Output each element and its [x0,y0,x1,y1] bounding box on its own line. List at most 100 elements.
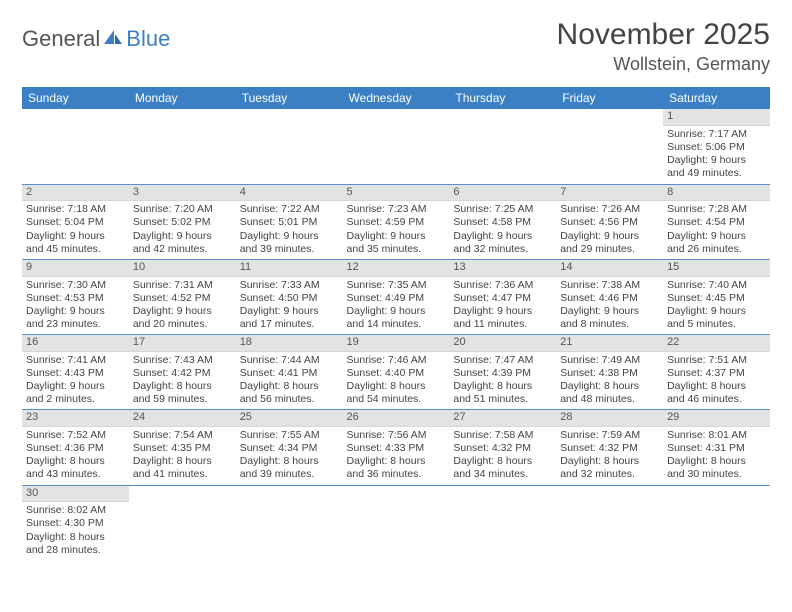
sunset-line: Sunset: 4:35 PM [133,442,232,455]
calendar-day: 13Sunrise: 7:36 AMSunset: 4:47 PMDayligh… [449,259,556,334]
daylight-line: Daylight: 9 hours and 20 minutes. [133,305,232,331]
day-body: Sunrise: 7:51 AMSunset: 4:37 PMDaylight:… [663,352,770,410]
calendar-day: 1Sunrise: 7:17 AMSunset: 5:06 PMDaylight… [663,109,770,184]
daylight-line: Daylight: 8 hours and 59 minutes. [133,380,232,406]
day-number: 3 [129,185,236,202]
calendar-day: 14Sunrise: 7:38 AMSunset: 4:46 PMDayligh… [556,259,663,334]
day-body: Sunrise: 7:25 AMSunset: 4:58 PMDaylight:… [449,201,556,259]
sunset-line: Sunset: 4:36 PM [26,442,125,455]
daylight-line: Daylight: 8 hours and 28 minutes. [26,531,125,557]
calendar-day: 16Sunrise: 7:41 AMSunset: 4:43 PMDayligh… [22,335,129,410]
calendar-empty [343,109,450,184]
day-body: Sunrise: 8:02 AMSunset: 4:30 PMDaylight:… [22,502,129,560]
calendar-day: 25Sunrise: 7:55 AMSunset: 4:34 PMDayligh… [236,410,343,485]
calendar-day: 21Sunrise: 7:49 AMSunset: 4:38 PMDayligh… [556,335,663,410]
daylight-line: Daylight: 8 hours and 48 minutes. [560,380,659,406]
day-number: 19 [343,335,450,352]
daylight-line: Daylight: 8 hours and 36 minutes. [347,455,446,481]
daylight-line: Daylight: 9 hours and 5 minutes. [667,305,766,331]
calendar-day: 22Sunrise: 7:51 AMSunset: 4:37 PMDayligh… [663,335,770,410]
calendar-empty [449,109,556,184]
day-body: Sunrise: 7:35 AMSunset: 4:49 PMDaylight:… [343,277,450,335]
daylight-line: Daylight: 8 hours and 43 minutes. [26,455,125,481]
sunset-line: Sunset: 4:32 PM [453,442,552,455]
sunrise-line: Sunrise: 7:26 AM [560,203,659,216]
title-block: November 2025 Wollstein, Germany [557,18,770,75]
sunrise-line: Sunrise: 7:28 AM [667,203,766,216]
calendar-day: 28Sunrise: 7:59 AMSunset: 4:32 PMDayligh… [556,410,663,485]
day-number: 22 [663,335,770,352]
sunrise-line: Sunrise: 7:31 AM [133,279,232,292]
sunset-line: Sunset: 4:30 PM [26,517,125,530]
day-body: Sunrise: 7:18 AMSunset: 5:04 PMDaylight:… [22,201,129,259]
sunrise-line: Sunrise: 7:18 AM [26,203,125,216]
day-number: 28 [556,410,663,427]
calendar-body: 1Sunrise: 7:17 AMSunset: 5:06 PMDaylight… [22,109,770,560]
day-body: Sunrise: 7:41 AMSunset: 4:43 PMDaylight:… [22,352,129,410]
daylight-line: Daylight: 9 hours and 2 minutes. [26,380,125,406]
sunset-line: Sunset: 4:40 PM [347,367,446,380]
day-number: 5 [343,185,450,202]
calendar-day: 7Sunrise: 7:26 AMSunset: 4:56 PMDaylight… [556,184,663,259]
sunset-line: Sunset: 4:43 PM [26,367,125,380]
sunrise-line: Sunrise: 7:36 AM [453,279,552,292]
sail-icon [102,26,124,52]
sunrise-line: Sunrise: 7:30 AM [26,279,125,292]
daylight-line: Daylight: 9 hours and 8 minutes. [560,305,659,331]
weekday-header: Thursday [449,87,556,109]
calendar-day: 5Sunrise: 7:23 AMSunset: 4:59 PMDaylight… [343,184,450,259]
calendar-day: 4Sunrise: 7:22 AMSunset: 5:01 PMDaylight… [236,184,343,259]
calendar-empty [129,485,236,560]
calendar-row: 30Sunrise: 8:02 AMSunset: 4:30 PMDayligh… [22,485,770,560]
calendar-day: 15Sunrise: 7:40 AMSunset: 4:45 PMDayligh… [663,259,770,334]
calendar-day: 23Sunrise: 7:52 AMSunset: 4:36 PMDayligh… [22,410,129,485]
sunrise-line: Sunrise: 7:59 AM [560,429,659,442]
weekday-header-row: Sunday Monday Tuesday Wednesday Thursday… [22,87,770,109]
daylight-line: Daylight: 9 hours and 45 minutes. [26,230,125,256]
sunrise-line: Sunrise: 7:47 AM [453,354,552,367]
month-title: November 2025 [557,18,770,52]
calendar-day: 6Sunrise: 7:25 AMSunset: 4:58 PMDaylight… [449,184,556,259]
day-number: 20 [449,335,556,352]
sunset-line: Sunset: 5:01 PM [240,216,339,229]
daylight-line: Daylight: 8 hours and 30 minutes. [667,455,766,481]
brand-general: General [22,26,100,52]
daylight-line: Daylight: 9 hours and 11 minutes. [453,305,552,331]
sunrise-line: Sunrise: 7:20 AM [133,203,232,216]
weekday-header: Wednesday [343,87,450,109]
calendar-day: 12Sunrise: 7:35 AMSunset: 4:49 PMDayligh… [343,259,450,334]
calendar-day: 26Sunrise: 7:56 AMSunset: 4:33 PMDayligh… [343,410,450,485]
sunrise-line: Sunrise: 7:55 AM [240,429,339,442]
day-number: 27 [449,410,556,427]
sunrise-line: Sunrise: 7:35 AM [347,279,446,292]
daylight-line: Daylight: 9 hours and 49 minutes. [667,154,766,180]
sunset-line: Sunset: 4:33 PM [347,442,446,455]
day-body: Sunrise: 7:31 AMSunset: 4:52 PMDaylight:… [129,277,236,335]
day-number: 7 [556,185,663,202]
day-number: 16 [22,335,129,352]
daylight-line: Daylight: 9 hours and 26 minutes. [667,230,766,256]
page-header: General Blue November 2025 Wollstein, Ge… [22,18,770,75]
weekday-header: Friday [556,87,663,109]
sunrise-line: Sunrise: 7:58 AM [453,429,552,442]
sunset-line: Sunset: 4:41 PM [240,367,339,380]
day-body: Sunrise: 7:26 AMSunset: 4:56 PMDaylight:… [556,201,663,259]
day-number: 13 [449,260,556,277]
day-body: Sunrise: 7:20 AMSunset: 5:02 PMDaylight:… [129,201,236,259]
calendar-day: 10Sunrise: 7:31 AMSunset: 4:52 PMDayligh… [129,259,236,334]
sunset-line: Sunset: 4:47 PM [453,292,552,305]
sunrise-line: Sunrise: 7:44 AM [240,354,339,367]
day-body: Sunrise: 7:52 AMSunset: 4:36 PMDaylight:… [22,427,129,485]
brand-logo: General Blue [22,18,170,52]
day-body: Sunrise: 7:23 AMSunset: 4:59 PMDaylight:… [343,201,450,259]
day-body: Sunrise: 7:36 AMSunset: 4:47 PMDaylight:… [449,277,556,335]
day-number: 9 [22,260,129,277]
day-body: Sunrise: 7:58 AMSunset: 4:32 PMDaylight:… [449,427,556,485]
daylight-line: Daylight: 8 hours and 46 minutes. [667,380,766,406]
day-body: Sunrise: 7:38 AMSunset: 4:46 PMDaylight:… [556,277,663,335]
day-number: 17 [129,335,236,352]
day-number: 2 [22,185,129,202]
sunrise-line: Sunrise: 7:23 AM [347,203,446,216]
calendar-day: 20Sunrise: 7:47 AMSunset: 4:39 PMDayligh… [449,335,556,410]
day-number: 23 [22,410,129,427]
